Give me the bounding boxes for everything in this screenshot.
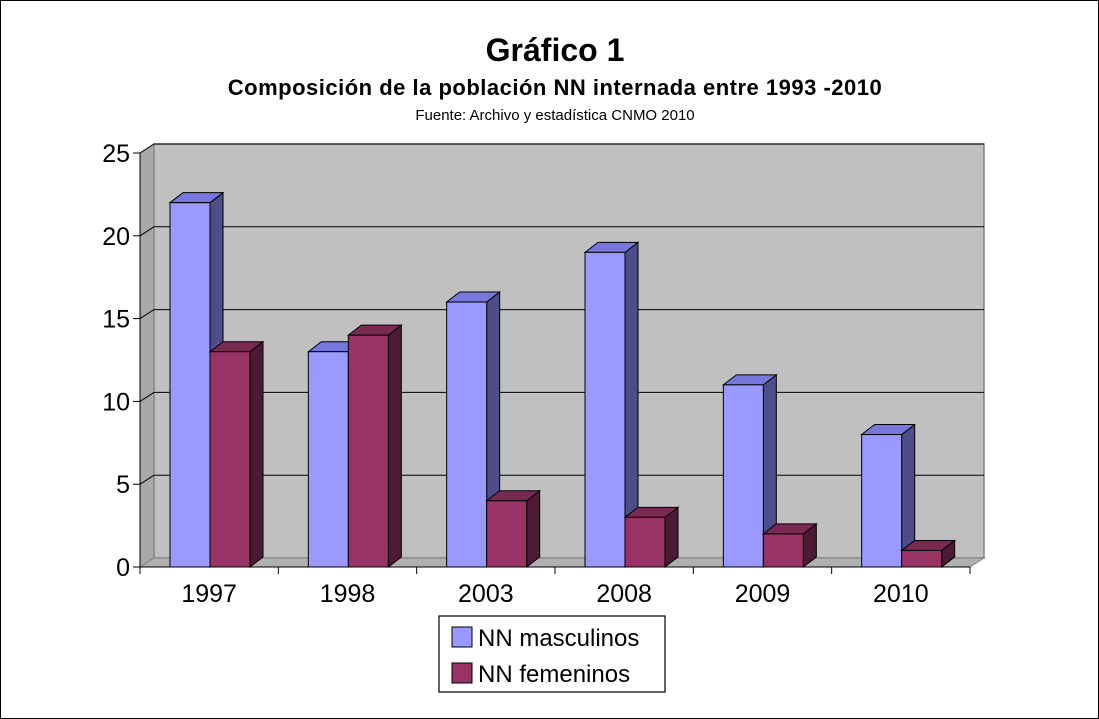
bar-nn-femeninos: [762, 533, 804, 568]
x-tick-label: 2003: [458, 580, 514, 608]
plot-side-wall: [139, 143, 155, 568]
legend: NN masculinos NN femeninos: [438, 615, 666, 693]
bar-nn-masculinos: [307, 351, 349, 568]
y-tick-label: 5: [116, 471, 130, 499]
plot-area: 0 5 10 15 20 25 1997 1998 2003 2008 2009 2010: [102, 140, 986, 608]
chart-title: Gráfico 1: [486, 32, 625, 68]
gridline: [139, 143, 984, 154]
x-tick-label: 2009: [735, 580, 791, 608]
legend-label-nn-masculinos: NN masculinos: [478, 625, 639, 652]
gridline: [139, 309, 984, 320]
bar-nn-masculinos: [861, 434, 903, 568]
bar-nn-masculinos: [584, 251, 626, 568]
y-tick-label: 0: [116, 554, 130, 582]
x-tick-label: 2008: [596, 580, 652, 608]
y-tick-label: 10: [102, 388, 130, 416]
bar-side: [387, 324, 402, 569]
legend-label-nn-femeninos: NN femeninos: [478, 661, 630, 688]
chart-source: Fuente: Archivo y estadística CNMO 2010: [415, 107, 694, 124]
gridline: [139, 474, 984, 485]
bar-nn-femeninos: [486, 500, 528, 568]
bar-nn-femeninos: [209, 351, 251, 568]
gridline: [139, 226, 984, 237]
bar-nn-masculinos: [446, 301, 488, 568]
y-tick-label: 15: [102, 306, 130, 334]
x-tick-label: 2010: [873, 580, 929, 608]
chart-subtitle: Composición de la población NN internada…: [228, 75, 882, 100]
bar-side: [249, 340, 264, 569]
gridline: [139, 391, 984, 402]
bar-nn-masculinos: [722, 384, 764, 568]
legend-box: [438, 615, 666, 693]
bar-nn-femeninos: [624, 516, 666, 568]
bar-side: [526, 489, 541, 569]
x-tick-label: 1998: [320, 580, 376, 608]
bar-nn-masculinos: [169, 202, 211, 568]
plot-floor: [138, 557, 986, 568]
legend-swatch-nn-masculinos: [451, 626, 473, 648]
y-tick-label: 20: [102, 223, 130, 251]
plot-back-wall: [153, 143, 985, 559]
bar-nn-femeninos: [347, 334, 389, 568]
bar-nn-femeninos: [901, 549, 943, 568]
legend-swatch-nn-femeninos: [451, 662, 473, 684]
y-tick-label: 25: [102, 140, 130, 168]
x-tick-label: 1997: [181, 580, 237, 608]
